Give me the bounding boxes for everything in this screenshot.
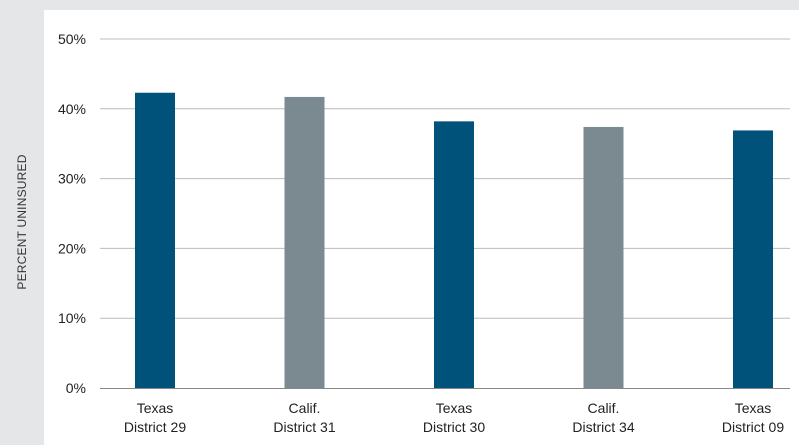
y-tick-label: 0% [66,380,86,396]
y-tick-label: 50% [58,31,86,47]
x-tick-label: District 34 [572,419,634,435]
bar [434,121,474,388]
x-tick-label: Calif. [588,400,620,416]
x-tick-label: District 31 [273,419,335,435]
x-tick-label: District 30 [423,419,485,435]
x-tick-label: Texas [436,400,473,416]
x-tick-label: Texas [137,400,174,416]
y-tick-label: 20% [58,240,86,256]
bar [583,126,624,388]
bar [284,96,325,389]
x-tick-label: District 09 [722,419,784,435]
y-tick-label: 30% [58,171,86,187]
bar [135,92,175,388]
x-tick-label: Texas [735,400,772,416]
x-tick-label: District 29 [124,419,186,435]
bar [733,130,773,389]
y-tick-label: 40% [58,101,86,117]
x-tick-label: Calif. [289,400,321,416]
y-tick-label: 10% [58,310,86,326]
